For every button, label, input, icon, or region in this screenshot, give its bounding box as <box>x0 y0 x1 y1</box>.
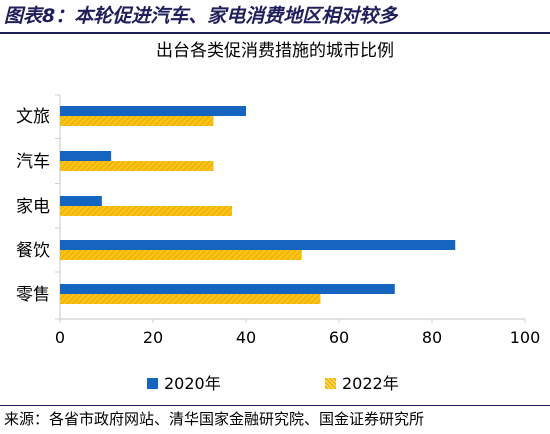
source-divider <box>0 405 550 406</box>
legend-swatch-2022 <box>325 378 336 389</box>
legend-item-2020: 2020年 <box>147 374 221 394</box>
source-note: 来源：各省市政府网站、清华国家金融研究院、国金证券研究所 <box>4 410 425 428</box>
legend-label-2022: 2022年 <box>342 374 399 393</box>
bar-2022 <box>60 116 214 126</box>
bar-2022 <box>60 250 302 260</box>
legend-item-2022: 2022年 <box>325 374 399 394</box>
figure-title: 图表8：本轮促进汽车、家电消费地区相对较多 <box>4 5 398 27</box>
bar-2020 <box>60 240 456 250</box>
bar-2020 <box>60 151 112 161</box>
x-tick-label: 20 <box>143 328 163 347</box>
x-tick-label: 40 <box>236 328 256 347</box>
chart-title: 出台各类促消费措施的城市比例 <box>156 41 394 61</box>
x-tick-label: 60 <box>329 328 349 347</box>
category-label: 餐饮 <box>16 241 50 261</box>
x-tick-label: 0 <box>55 328 65 347</box>
bar-2020 <box>60 106 246 116</box>
bar-2020 <box>60 196 102 206</box>
bar-2022 <box>60 161 214 171</box>
legend-swatch-2020 <box>147 378 158 389</box>
category-label: 零售 <box>16 285 50 305</box>
bar-2022 <box>60 294 321 304</box>
category-label: 汽车 <box>16 152 50 172</box>
x-tick-label: 80 <box>422 328 442 347</box>
bar-2020 <box>60 284 395 294</box>
bar-2022 <box>60 206 233 216</box>
category-label: 文旅 <box>16 107 50 127</box>
legend-label-2020: 2020年 <box>164 374 221 393</box>
title-divider <box>0 32 550 34</box>
bars <box>60 106 456 304</box>
category-label: 家电 <box>16 197 50 217</box>
x-tick-label: 100 <box>510 328 541 347</box>
